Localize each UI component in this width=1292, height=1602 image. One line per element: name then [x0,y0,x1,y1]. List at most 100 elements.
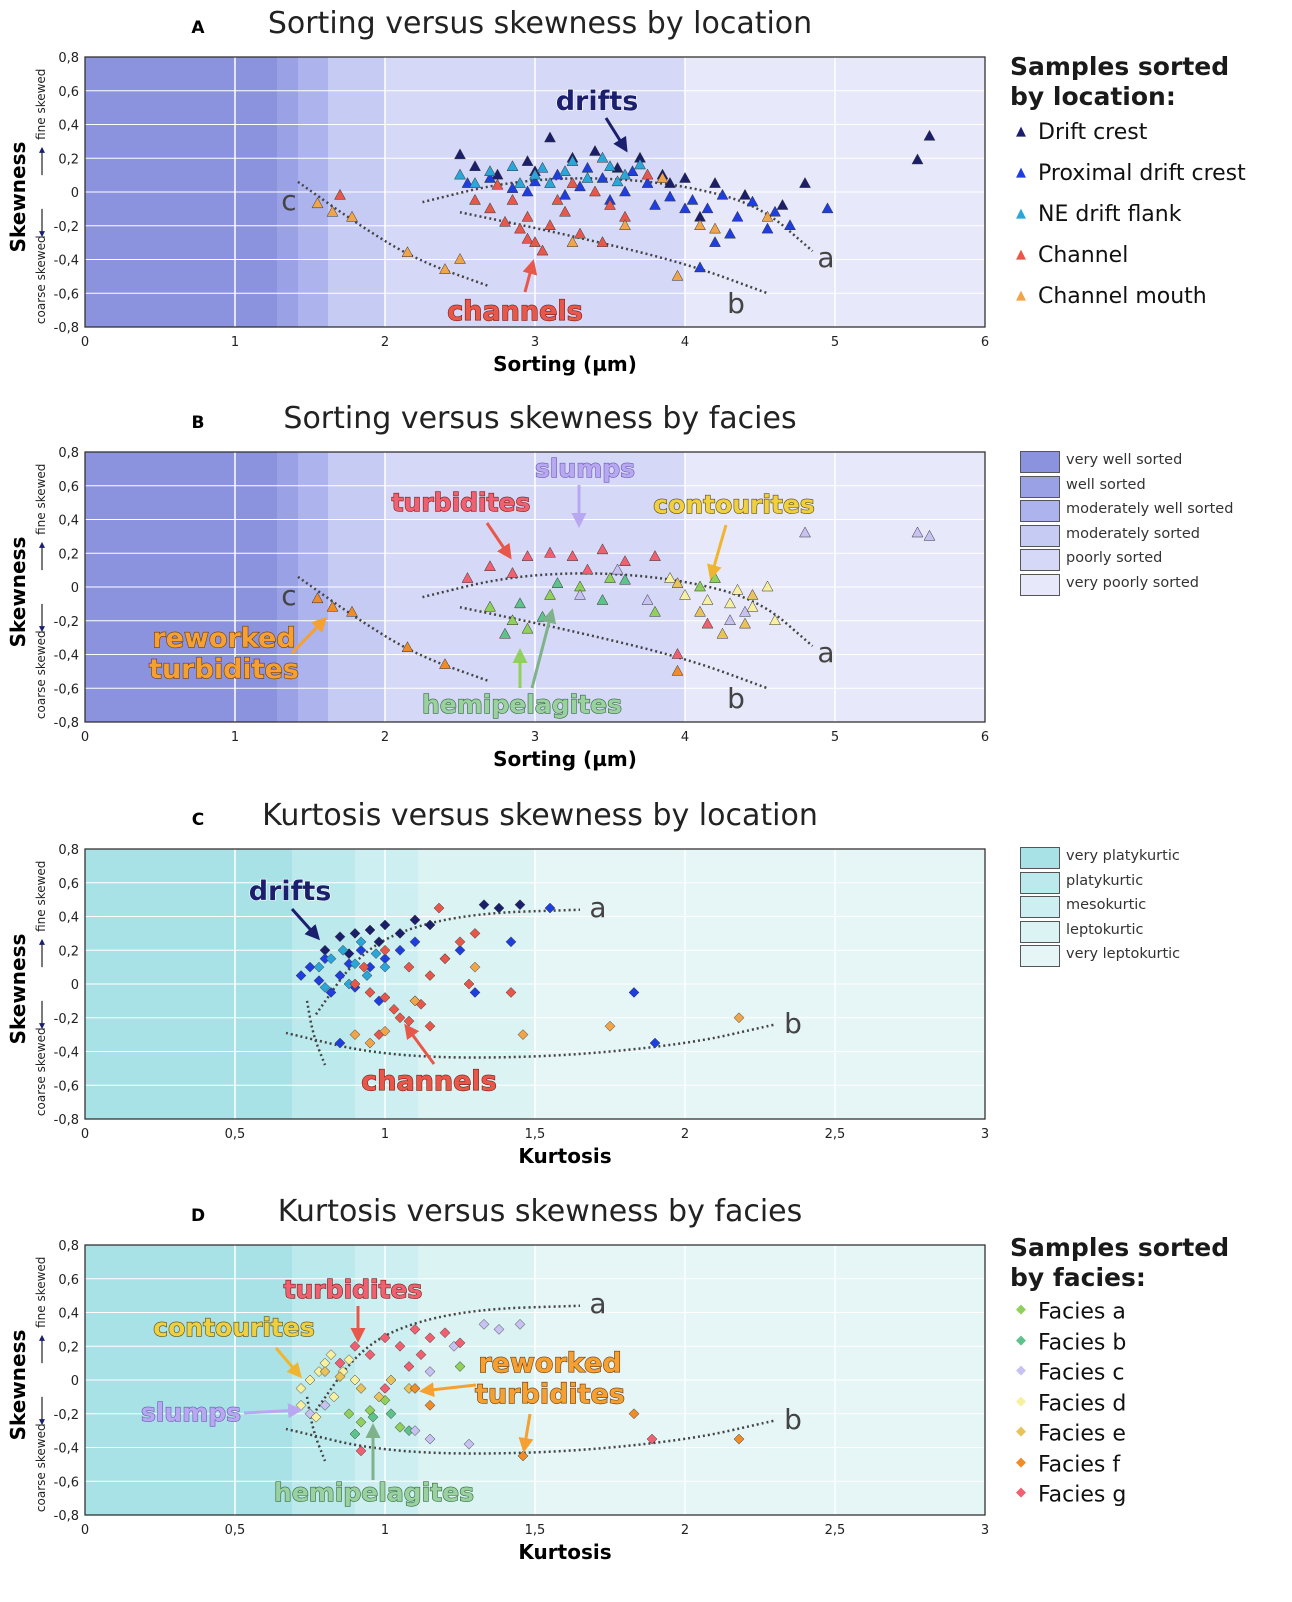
swatch-label: very leptokurtic [1066,946,1181,963]
y-tick-label: 0,4 [58,514,79,529]
x-tick-label: 2 [681,1523,689,1538]
x-tick-label: 3 [531,335,539,350]
data-point [596,171,609,183]
panel-a: A Sorting versus skewness by location 0 1 2 3… [0,0,1292,390]
reworked-arrow [290,616,328,655]
data-point [761,222,774,234]
data-point [454,168,466,180]
y-tick-label: 0,8 [58,446,79,461]
data-point [566,177,579,188]
data-point [311,592,324,604]
swatch-label: mesokurtic [1066,897,1147,914]
data-point [326,205,339,217]
data-point [355,1383,367,1394]
legend-item-label: Facies b [1038,1329,1127,1355]
data-point [334,970,346,981]
swatch-label: very platykurtic [1066,848,1180,864]
data-point [469,193,481,205]
y-tick-label: 0,2 [58,944,79,959]
data-point [544,219,556,230]
legend-item: ◆ Facies g [1010,1480,1229,1511]
y-tick-label: 0,6 [58,877,79,892]
panel-letter: B [192,413,205,433]
data-point [701,617,714,629]
y-tick-label: 0,8 [58,51,79,66]
data-point [761,210,774,222]
legend-item-label: Channel [1038,243,1129,268]
data-point [529,236,541,247]
curve-label: a [817,636,834,669]
data-point [641,593,654,605]
data-point [544,131,556,143]
data-point [761,580,774,592]
data-point [544,177,556,188]
data-point [799,526,811,538]
panel-letter: C [192,810,204,830]
x-tick-label: 3 [981,1127,989,1142]
plot-frame [84,56,986,328]
data-point [536,161,549,173]
data-point [746,588,759,600]
y-tick-label: 0,6 [58,480,79,495]
data-point [325,953,337,965]
data-point [295,970,307,981]
data-point [319,1366,331,1377]
y-tick-label: -0,2 [54,220,79,235]
data-point [379,1332,391,1344]
data-point [454,944,466,956]
data-point [544,588,556,600]
data-point [478,1318,490,1330]
plot-frame [84,1244,986,1516]
data-point [343,1408,355,1420]
data-point [694,219,706,230]
hemipelagites-label: hemipelagites [274,1478,474,1507]
data-point [349,978,361,990]
data-point [311,197,324,209]
curve-label: c [281,579,296,612]
data-point [671,269,684,281]
curve-label: a [589,891,606,924]
data-point [370,948,382,959]
x-tick-label: 2 [381,730,389,745]
data-point [716,627,729,639]
y-tick-label: -0,4 [54,649,79,664]
data-point [349,928,361,939]
data-point [379,1025,391,1037]
triangle-marker-icon: ▲ [1016,164,1026,180]
data-point [776,198,789,210]
data-point [337,944,349,956]
turbidites-label: turbidites [392,488,531,517]
panel-d-plot: D Kurtosis versus skewness by facies 0 0,5 1… [6,1194,989,1564]
data-point [346,210,358,222]
data-point [724,614,736,625]
y-fine-skewed-label: fine skewed [34,69,48,140]
swatch-label: moderately sorted [1066,525,1200,542]
slumps-label: slumps [141,1398,241,1427]
reworked-label: reworked [152,623,295,654]
data-point [334,1371,346,1382]
data-point [484,600,496,612]
x-tick-label: 0,5 [225,1127,246,1142]
data-point [328,1391,340,1403]
data-point [424,1433,436,1445]
data-point [364,924,376,936]
data-point [346,605,358,617]
y-tick-label: 0,8 [58,1239,79,1254]
data-point [499,215,511,227]
y-tick-label: 0 [71,1374,79,1389]
data-point [566,236,579,247]
data-point [521,155,534,166]
x-tick-label: 2 [381,335,389,350]
legend-facies-title: Samples sorted by facies: [1010,1233,1230,1292]
swatch-label: very poorly sorted [1066,574,1199,591]
data-point [769,614,781,625]
data-point [394,1340,406,1352]
data-point [364,1349,376,1361]
y-fine-skewed-label: fine skewed [34,1257,48,1328]
curve-label: a [817,241,834,274]
data-point [656,171,669,183]
data-point [409,936,421,948]
legend-facies-items: ◆ Facies a ◆ Facies b ◆ Facies c ◆ Facies d ◆ Fac… [1010,1297,1229,1511]
swatch-box [1020,896,1060,919]
data-point [733,1433,745,1445]
